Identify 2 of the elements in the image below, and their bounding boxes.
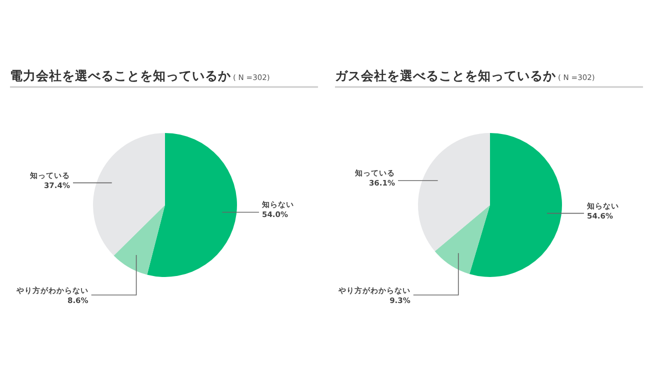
chart-title: ガス会社を選べることを知っているか [335, 68, 557, 83]
chart-title: 電力会社を選べることを知っているか [10, 68, 232, 83]
